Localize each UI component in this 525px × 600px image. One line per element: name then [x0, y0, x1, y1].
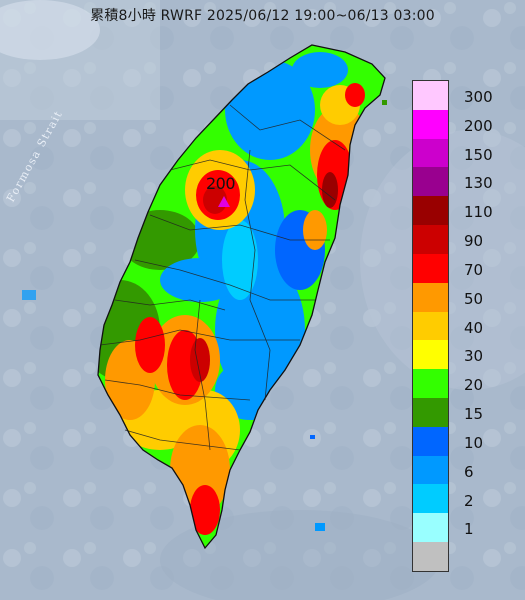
legend-tick-label: 15: [464, 405, 484, 424]
legend-swatch: [413, 484, 448, 514]
legend-tick-label: 70: [464, 260, 484, 279]
legend-swatch: [413, 167, 448, 197]
legend-swatch: [413, 369, 448, 398]
legend-swatch: [413, 397, 448, 427]
legend-tick-label: 130: [464, 174, 493, 193]
legend-tick-label: 20: [464, 376, 484, 395]
legend-tick-label: 6: [464, 462, 474, 481]
legend-tick-label: 30: [464, 347, 484, 366]
coastline: [97, 44, 386, 550]
legend-swatch: [413, 340, 448, 370]
legend-swatch: [413, 138, 448, 168]
legend-swatch: [413, 81, 448, 110]
legend-tick-label: 2: [464, 491, 474, 510]
color-legend: [412, 80, 449, 572]
map-title: 累積8小時 RWRF 2025/06/12 19:00~06/13 03:00: [90, 8, 435, 24]
legend-swatch: [413, 426, 448, 456]
legend-swatch: [413, 513, 448, 542]
legend-tick-label: 150: [464, 145, 493, 164]
legend-swatch: [413, 196, 448, 226]
legend-swatch: [413, 225, 448, 254]
max-value-label: 200: [206, 174, 236, 193]
legend-swatch: [413, 253, 448, 283]
legend-tick-label: 90: [464, 232, 484, 251]
legend-ticks: 300 200 150 130 110 90 70 50 40 30 20 15 10 6 2 1: [450, 80, 520, 570]
legend-swatch: [413, 109, 448, 139]
county-borders: [99, 104, 346, 451]
offshore-islands: [22, 100, 387, 531]
legend-tick-label: 50: [464, 289, 484, 308]
max-value-marker-icon: [218, 196, 230, 207]
legend-tick-label: 1: [464, 520, 474, 539]
legend-tick-label: 110: [464, 203, 493, 222]
legend-tick-label: 10: [464, 433, 484, 452]
legend-swatch: [413, 311, 448, 341]
legend-swatch: [413, 282, 448, 312]
legend-swatch: [413, 542, 448, 571]
legend-tick-label: 200: [464, 116, 493, 135]
legend-tick-label: 40: [464, 318, 484, 337]
legend-swatch: [413, 455, 448, 485]
legend-tick-label: 300: [464, 88, 493, 106]
